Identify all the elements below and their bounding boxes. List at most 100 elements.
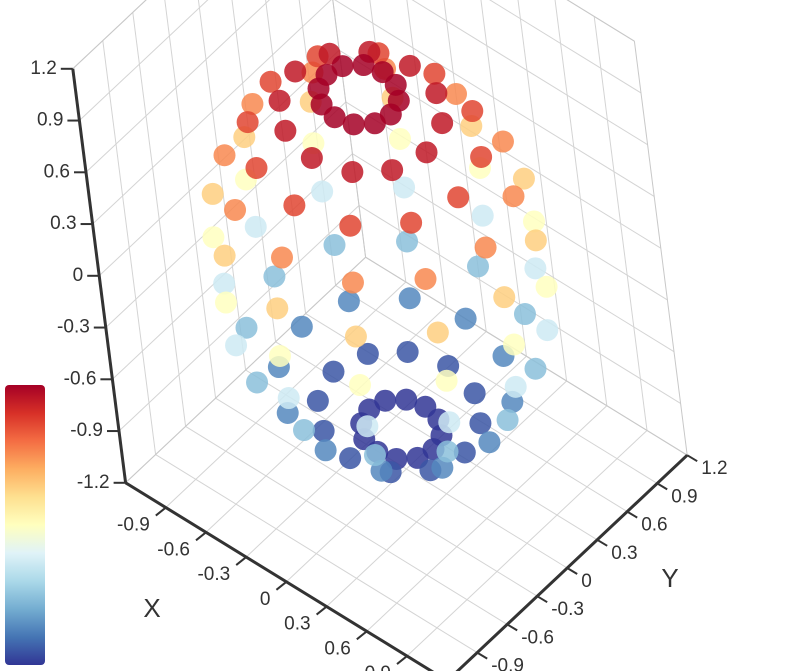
point xyxy=(425,82,448,105)
point xyxy=(339,214,362,237)
x-tick-label: 0 xyxy=(260,589,271,610)
grid-line xyxy=(85,0,271,173)
y-axis-title: Y xyxy=(661,563,678,593)
grid-line xyxy=(411,0,648,146)
point xyxy=(344,325,367,348)
point xyxy=(396,340,419,363)
point xyxy=(536,319,559,342)
grid-line xyxy=(185,425,508,625)
point xyxy=(352,54,375,77)
point xyxy=(381,159,404,182)
point xyxy=(356,415,379,438)
x-tick-label: 0.9 xyxy=(365,663,391,671)
x-tick xyxy=(275,581,288,591)
point xyxy=(436,440,459,463)
point xyxy=(502,185,525,208)
y-tick xyxy=(506,623,518,632)
point xyxy=(263,265,286,288)
point xyxy=(224,198,247,221)
point xyxy=(415,141,438,164)
point xyxy=(398,287,421,310)
point xyxy=(478,431,501,454)
point xyxy=(201,182,224,205)
z-tick-label: -0.6 xyxy=(64,368,97,389)
x-axis-title: X xyxy=(143,593,160,623)
point xyxy=(202,226,225,249)
box-edge xyxy=(125,256,366,484)
grid-line xyxy=(335,284,658,484)
x-tick xyxy=(356,630,368,641)
x-tick xyxy=(155,506,167,517)
point xyxy=(323,106,346,129)
point xyxy=(393,176,416,199)
x-tick-label: -0.9 xyxy=(117,515,150,536)
grid-line xyxy=(489,0,642,94)
point xyxy=(235,316,258,339)
z-tick-label: -0.9 xyxy=(70,420,103,441)
z-tick-label: 0.3 xyxy=(50,213,76,234)
point xyxy=(396,230,419,253)
point xyxy=(523,210,545,233)
x-tick-label: 0.3 xyxy=(284,614,310,635)
grid-line xyxy=(155,454,478,654)
point xyxy=(395,388,418,411)
x-tick xyxy=(195,531,207,542)
grid-line xyxy=(79,0,209,121)
y-tick-label: 0.6 xyxy=(641,515,667,536)
point xyxy=(213,272,236,295)
point xyxy=(503,333,525,356)
point xyxy=(274,119,297,142)
point xyxy=(461,100,484,123)
y-tick-label: -0.6 xyxy=(521,627,554,648)
point xyxy=(467,255,489,278)
point xyxy=(246,371,269,394)
box-edge xyxy=(633,41,688,456)
point xyxy=(300,146,323,169)
point xyxy=(342,113,365,136)
point xyxy=(435,369,458,392)
point xyxy=(524,229,547,252)
point xyxy=(236,111,259,134)
grid-line xyxy=(118,205,360,432)
box-edge xyxy=(566,0,635,42)
point xyxy=(277,387,300,410)
x-tick xyxy=(315,605,328,616)
point xyxy=(454,307,477,330)
point xyxy=(244,215,267,238)
point xyxy=(513,303,536,326)
point xyxy=(266,297,289,320)
point xyxy=(225,334,248,357)
grid-line xyxy=(566,0,635,42)
point xyxy=(445,82,467,105)
z-tick-label: 0 xyxy=(73,265,84,286)
y-tick-label: 0.3 xyxy=(611,543,637,564)
point xyxy=(493,286,516,309)
x-tick-label: -0.6 xyxy=(157,539,190,560)
x-tick xyxy=(235,556,247,566)
point xyxy=(363,444,386,467)
point xyxy=(379,103,402,126)
point xyxy=(284,60,307,83)
point xyxy=(349,374,371,397)
point xyxy=(496,409,519,432)
y-tick-label: 1.2 xyxy=(701,458,727,479)
point xyxy=(504,375,527,398)
point xyxy=(312,419,335,442)
point xyxy=(322,360,345,383)
box-edge xyxy=(72,0,147,70)
grid-line xyxy=(92,0,332,225)
y-tick xyxy=(476,651,488,660)
y-tick xyxy=(656,482,668,491)
grid-line xyxy=(215,397,538,597)
y-tick xyxy=(686,454,698,463)
y-tick-label: 0.9 xyxy=(671,486,697,507)
point xyxy=(474,236,497,259)
y-tick xyxy=(566,567,578,575)
point xyxy=(341,161,364,184)
z-tick-label: -1.2 xyxy=(77,472,110,493)
point xyxy=(453,441,476,464)
point xyxy=(524,257,547,280)
point xyxy=(469,412,492,435)
point xyxy=(535,275,558,298)
point xyxy=(438,411,461,434)
